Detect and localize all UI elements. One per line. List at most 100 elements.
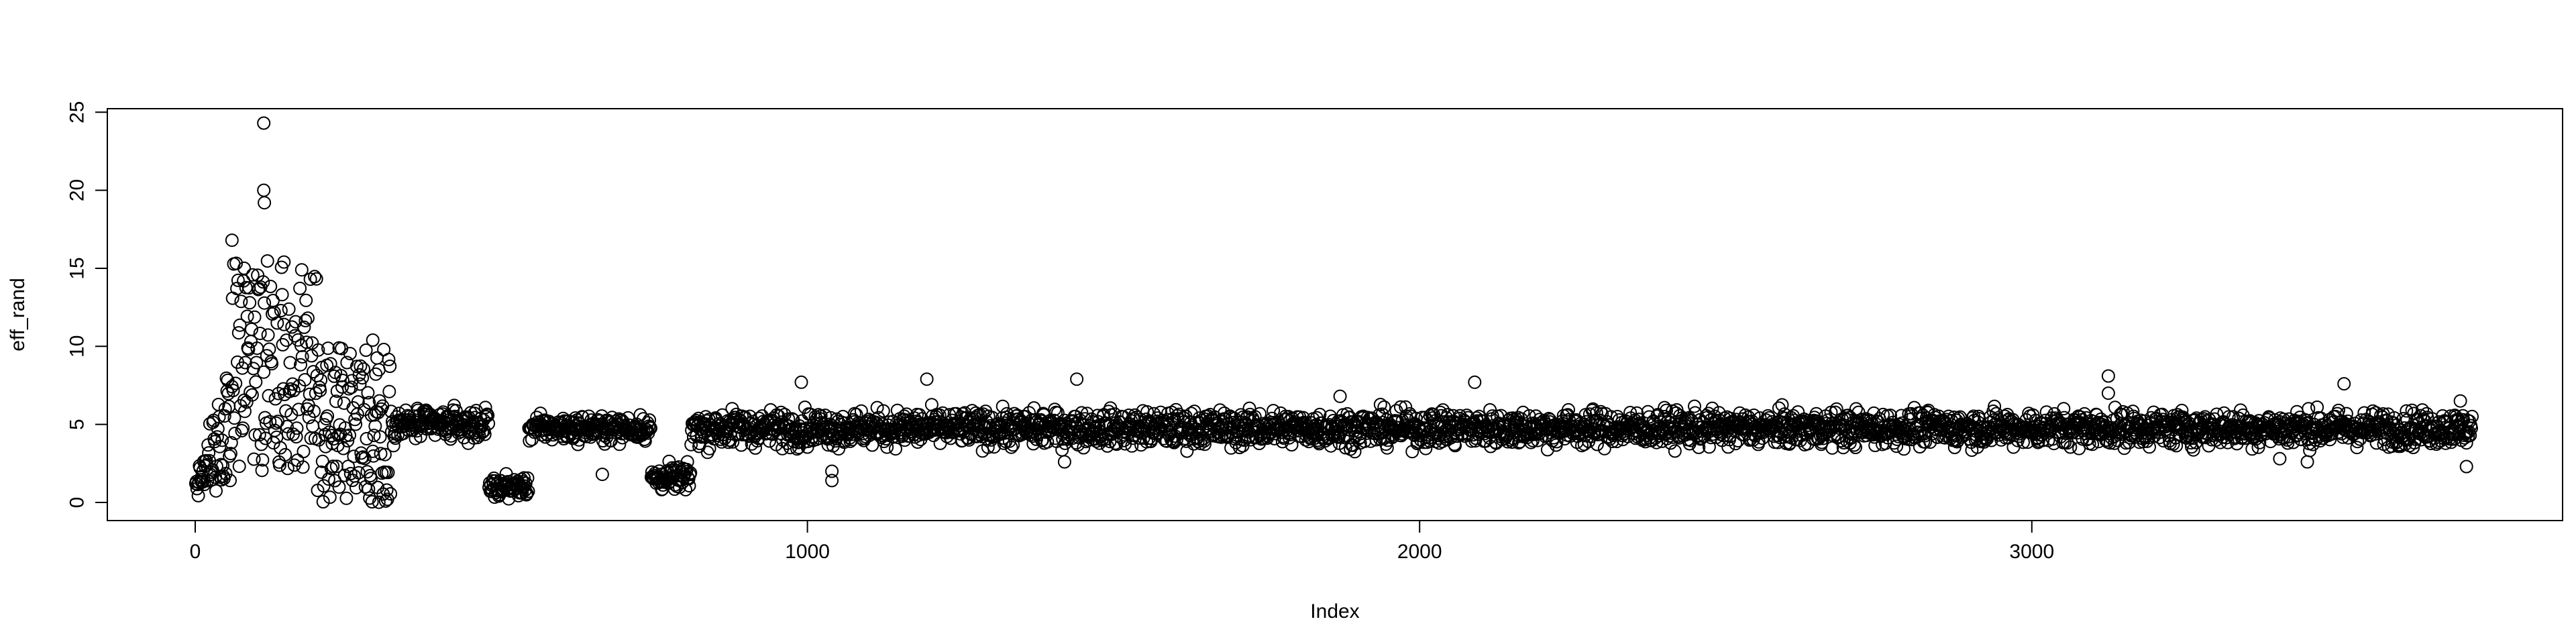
data-point: [272, 458, 286, 472]
data-point: [2143, 440, 2156, 454]
x-axis: 0 1000 2000 3000: [190, 520, 2054, 563]
data-point: [250, 356, 264, 370]
data-point: [1721, 440, 1735, 454]
data-point: [2302, 402, 2316, 416]
data-point: [825, 464, 839, 478]
data-point: [246, 268, 260, 282]
data-point: [520, 486, 534, 500]
data-point: [1688, 399, 1701, 413]
data-point: [264, 280, 278, 293]
data-point: [2147, 405, 2161, 419]
data-point: [378, 494, 392, 508]
data-point: [1007, 416, 1021, 430]
data-point: [297, 445, 311, 458]
data-point: [365, 495, 379, 508]
y-tick-label: 10: [66, 335, 89, 358]
data-point: [1988, 399, 2002, 413]
data-point: [324, 462, 338, 476]
data-point: [1110, 437, 1124, 451]
data-point: [880, 440, 894, 454]
data-point: [1338, 431, 1352, 445]
data-point: [344, 380, 358, 394]
data-point: [307, 365, 321, 379]
x-tick-label: 3000: [2009, 541, 2054, 563]
data-point: [1702, 440, 1716, 454]
data-point: [2101, 369, 2115, 383]
data-point: [643, 413, 657, 427]
data-point: [360, 465, 374, 479]
data-point: [370, 351, 384, 365]
data-point: [361, 386, 375, 400]
data-point: [920, 372, 934, 386]
data-point: [359, 343, 373, 357]
data-point: [812, 431, 826, 445]
data-point: [521, 471, 535, 485]
data-point: [317, 418, 331, 432]
data-point: [277, 317, 291, 331]
data-point: [1775, 398, 1789, 412]
data-point: [293, 281, 307, 295]
data-point: [340, 356, 354, 370]
data-point: [814, 409, 828, 423]
data-point: [294, 358, 307, 372]
data-point: [300, 335, 314, 350]
data-point: [245, 388, 259, 402]
data-point: [1253, 407, 1267, 421]
data-point: [275, 288, 289, 302]
data-point: [684, 466, 698, 480]
data-point: [215, 433, 229, 447]
data-point: [1377, 400, 1391, 414]
y-axis: 0 5 10 15 20 25: [66, 101, 108, 508]
data-point: [232, 460, 246, 474]
x-tick-label: 0: [190, 541, 201, 563]
data-point: [326, 460, 340, 474]
data-point: [1026, 437, 1040, 451]
data-point: [378, 447, 392, 462]
data-point: [262, 342, 276, 356]
data-point: [282, 302, 296, 316]
data-point: [1077, 441, 1091, 455]
y-tick-label: 20: [66, 179, 89, 201]
data-point: [1577, 437, 1591, 451]
x-tick-label: 2000: [1397, 541, 1442, 563]
data-point: [481, 409, 495, 423]
data-point: [2185, 440, 2198, 454]
data-point: [278, 447, 292, 462]
data-point: [266, 294, 280, 307]
data-point: [1729, 437, 1743, 451]
data-point: [1364, 434, 1378, 448]
data-point: [236, 421, 250, 435]
data-point: [229, 376, 243, 390]
data-point: [1446, 409, 1460, 423]
data-point: [582, 409, 596, 423]
data-point: [533, 407, 547, 421]
data-point: [1285, 438, 1299, 451]
data-point: [1837, 436, 1851, 450]
data-point: [794, 375, 808, 389]
data-point: [219, 467, 233, 480]
data-point: [224, 436, 238, 449]
data-point: [1184, 407, 1198, 421]
data-point: [1024, 413, 1038, 427]
data-point: [315, 465, 328, 479]
data-point: [2400, 404, 2414, 418]
data-point: [825, 474, 839, 488]
data-point: [1923, 435, 1937, 449]
data-point: [384, 487, 398, 501]
data-point: [342, 382, 356, 396]
data-point: [373, 430, 387, 444]
data-points: [189, 116, 2479, 509]
data-point: [372, 495, 386, 509]
data-point: [317, 479, 331, 493]
y-tick-label: 5: [66, 419, 89, 430]
data-point: [2063, 440, 2078, 454]
data-point: [321, 472, 335, 486]
data-point: [2263, 435, 2277, 449]
data-point: [2286, 435, 2300, 449]
data-point: [227, 411, 241, 425]
data-point: [1847, 438, 1862, 452]
data-point: [298, 373, 312, 387]
data-point: [265, 357, 279, 371]
data-point: [1595, 407, 1609, 421]
